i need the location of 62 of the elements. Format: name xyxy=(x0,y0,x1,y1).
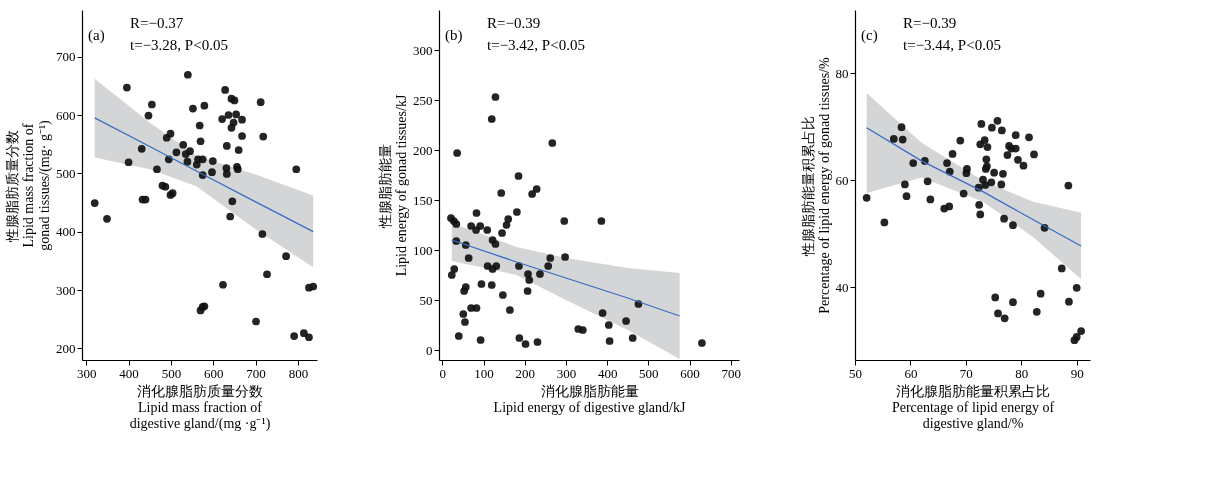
y-tick-label: 50 xyxy=(419,292,433,308)
y-tick-label: 300 xyxy=(56,282,76,298)
x-tick-label: 50 xyxy=(849,365,862,381)
annotation: t=−3.42, P<0.05 xyxy=(487,37,585,53)
text: Lipid energy of digestive gland/kJ xyxy=(493,399,686,415)
y-tick-label: 200 xyxy=(413,142,433,158)
line-series xyxy=(94,117,314,233)
text: 消化腺脂肪质量分数 xyxy=(137,383,263,399)
line-series xyxy=(451,239,681,317)
y-tick-label: 60 xyxy=(835,172,849,188)
annotation: t=−3.28, P<0.05 xyxy=(130,37,228,53)
x-tick-label: 600 xyxy=(204,365,224,381)
x-tick-label: 200 xyxy=(515,365,535,381)
text: Lipid mass fraction of xyxy=(21,123,36,248)
x-tick-label: 700 xyxy=(246,365,266,381)
x-tick-label: 300 xyxy=(556,365,577,381)
x-tick-label: 700 xyxy=(721,365,742,381)
x-tick-label: 80 xyxy=(1015,365,1029,381)
x-tick-label: 0 xyxy=(439,365,447,381)
x-tick-label: 300 xyxy=(76,365,97,381)
text: 性腺脂肪能量 xyxy=(378,143,393,228)
annotation: t=−3.44, P<0.05 xyxy=(903,37,1001,53)
y-tick-label: 40 xyxy=(835,279,849,295)
y-tick-label: 250 xyxy=(413,92,433,108)
y-tick-label: 100 xyxy=(413,242,433,258)
y-tick-label: 0 xyxy=(426,342,433,358)
y-tick-label: 400 xyxy=(56,224,76,240)
y-tick-label: 150 xyxy=(413,192,433,208)
text: digestive gland/% xyxy=(922,415,1024,431)
x-tick-label: 500 xyxy=(161,365,182,381)
line-series xyxy=(865,127,1082,247)
y-tick-label: 500 xyxy=(56,165,76,181)
x-tick-label: 400 xyxy=(119,365,139,381)
annotation: (c) xyxy=(861,27,878,44)
text: Percentage of lipid energy of xyxy=(891,399,1055,415)
x-tick-label: 70 xyxy=(959,365,973,381)
text: digestive gland/(mg ·g⁻¹) xyxy=(129,415,271,431)
text: Lipid energy of gonad tissues/kJ xyxy=(394,94,409,277)
y-tick-label: 700 xyxy=(56,49,76,65)
text: 性腺脂肪能量积累占比 xyxy=(800,115,816,256)
x-tick-label: 100 xyxy=(474,365,494,381)
annotation: R=−0.37 xyxy=(130,15,184,31)
text: gonad tissues/(mg· g⁻¹) xyxy=(37,120,52,251)
y-tick-label: 80 xyxy=(835,65,849,81)
x-tick-label: 500 xyxy=(639,365,659,381)
x-tick-label: 800 xyxy=(288,365,309,381)
text: 消化腺脂肪能量积累占比 xyxy=(896,383,1050,399)
text: 性腺脂肪质量分数 xyxy=(5,129,20,242)
text: 消化腺脂肪能量 xyxy=(540,383,639,399)
text: Percentage of lipid energy of gonad tissues/% xyxy=(816,57,832,314)
annotation: (a) xyxy=(88,27,105,44)
x-tick-label: 400 xyxy=(597,365,618,381)
y-tick-label: 300 xyxy=(413,42,433,58)
y-tick-label: 200 xyxy=(56,340,76,356)
text: Lipid mass fraction of xyxy=(137,399,263,415)
x-tick-label: 90 xyxy=(1070,365,1084,381)
y-tick-label: 600 xyxy=(56,107,76,123)
annotation: (b) xyxy=(445,27,463,44)
annotation: R=−0.39 xyxy=(487,15,541,31)
x-tick-label: 600 xyxy=(680,365,700,381)
annotation: R=−0.39 xyxy=(903,15,957,31)
x-tick-label: 60 xyxy=(904,365,918,381)
